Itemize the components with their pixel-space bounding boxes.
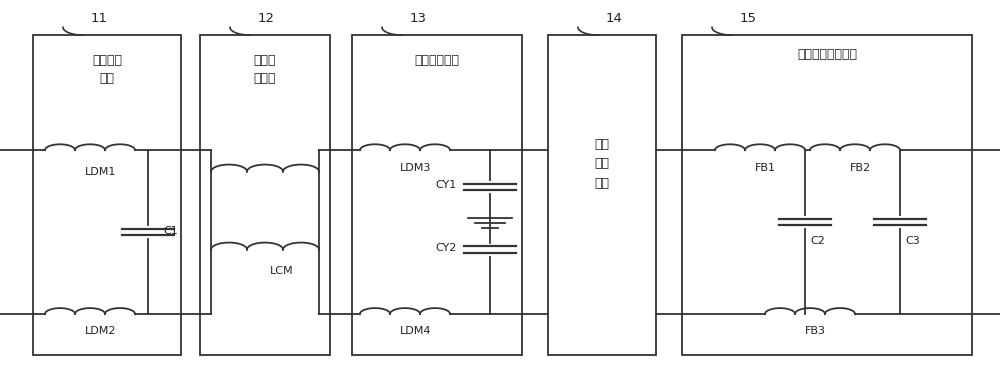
Text: 第二防护模块: 第二防护模块 <box>415 54 460 67</box>
Text: CY1: CY1 <box>435 180 456 190</box>
Text: LDM2: LDM2 <box>85 326 116 337</box>
Bar <box>352 35 522 355</box>
Text: 干扰噪声滤波模块: 干扰噪声滤波模块 <box>797 48 857 61</box>
Text: FB1: FB1 <box>755 163 776 173</box>
Text: 波模块: 波模块 <box>254 71 276 85</box>
Bar <box>200 35 330 355</box>
Text: 电源: 电源 <box>594 138 610 151</box>
Text: 模块: 模块 <box>594 177 610 190</box>
Text: 第一防护: 第一防护 <box>92 54 122 67</box>
Text: 13: 13 <box>410 12 427 25</box>
Text: C3: C3 <box>905 236 920 246</box>
Text: C1: C1 <box>163 226 178 236</box>
Bar <box>33 35 181 355</box>
Text: LDM1: LDM1 <box>85 167 116 177</box>
Text: LCM: LCM <box>270 266 294 276</box>
Text: 11: 11 <box>91 12 108 25</box>
Text: LDM4: LDM4 <box>400 326 432 337</box>
Text: FB3: FB3 <box>805 326 826 337</box>
Text: C2: C2 <box>810 236 825 246</box>
Bar <box>548 35 656 355</box>
Text: 12: 12 <box>258 12 275 25</box>
Text: 转换: 转换 <box>594 157 610 170</box>
Text: FB2: FB2 <box>850 163 871 173</box>
Bar <box>682 35 972 355</box>
Text: CY2: CY2 <box>435 243 456 253</box>
Text: 模块: 模块 <box>100 71 114 85</box>
Text: LDM3: LDM3 <box>400 163 431 173</box>
Text: 14: 14 <box>606 12 623 25</box>
Text: 共模滤: 共模滤 <box>254 54 276 67</box>
Text: 15: 15 <box>740 12 757 25</box>
